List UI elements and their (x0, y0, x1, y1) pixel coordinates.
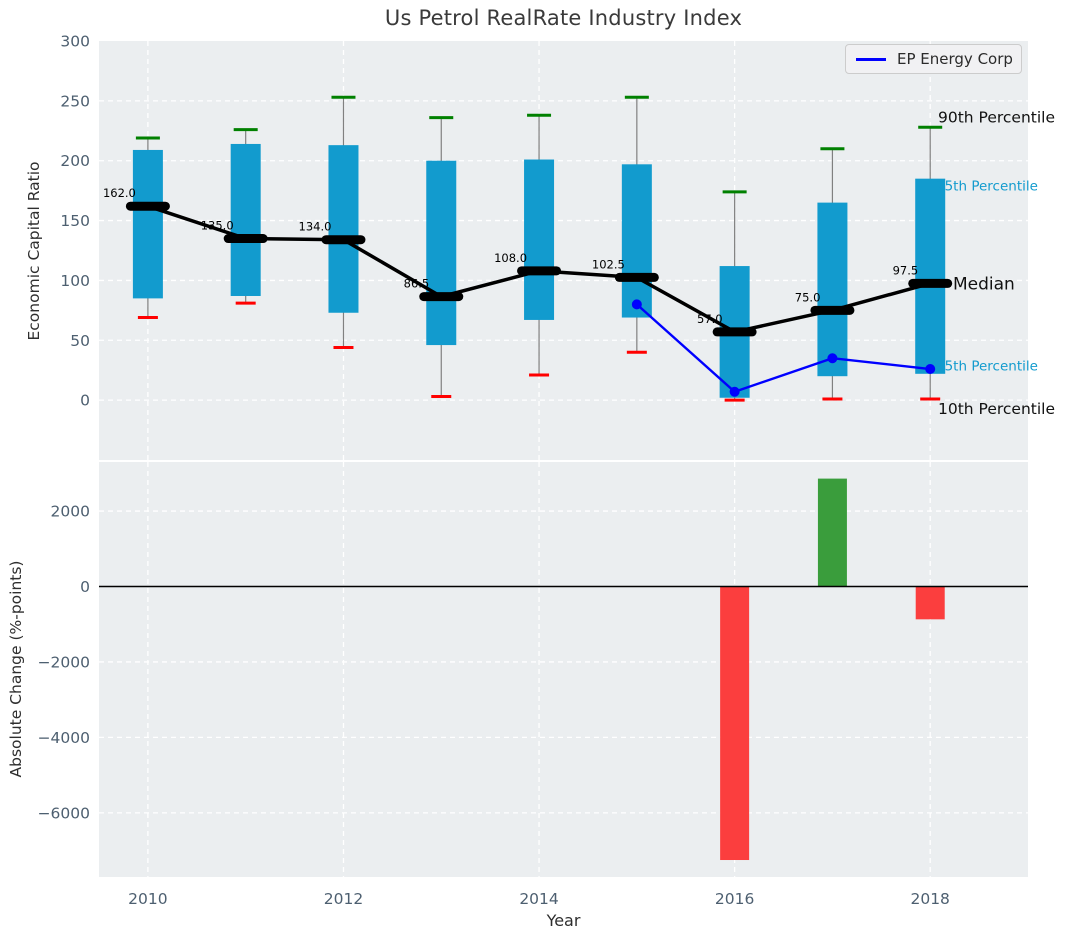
company-point (925, 364, 936, 375)
median-marker (712, 327, 757, 337)
median-marker (321, 235, 366, 245)
company-point (827, 353, 838, 364)
percentile-box (426, 160, 457, 346)
chart-title: Us Petrol RealRate Industry Index (384, 6, 743, 30)
company-point (729, 386, 740, 397)
percentile-box (132, 149, 163, 299)
median-value-label: 135.0 (201, 219, 234, 233)
change-bar-negative (720, 586, 750, 861)
top-y-tick-label: 0 (80, 392, 90, 410)
legend-label: EP Energy Corp (897, 50, 1013, 68)
x-tick-label: 2014 (519, 890, 558, 908)
bottom-y-tick-label: −4000 (38, 729, 90, 747)
company-line (636, 303, 931, 394)
top-y-tick-label: 200 (60, 152, 90, 170)
median-marker (125, 201, 170, 211)
percentile-box (328, 145, 359, 313)
median-marker (614, 272, 659, 282)
percentile-box (817, 202, 848, 377)
median-value-label: 108.0 (494, 251, 527, 265)
change-bar-positive (817, 478, 847, 587)
top-y-tick-label: 250 (60, 92, 90, 110)
median-value-label: 102.5 (592, 257, 625, 271)
top-y-tick-label: 150 (60, 212, 90, 230)
x-tick-label: 2010 (128, 890, 167, 908)
legend-line-swatch (856, 57, 886, 61)
median-value-label: 57.0 (697, 312, 723, 326)
percentile-box (230, 143, 261, 296)
percentile-annotation: 90th Percentile (938, 109, 1055, 127)
bottom-y-tick-label: 2000 (51, 503, 90, 521)
median-value-label: 162.0 (103, 186, 136, 200)
percentile-annotation: 10th Percentile (938, 400, 1055, 418)
x-tick-label: 2018 (910, 890, 949, 908)
percentile-annotation: 75th Percentile (936, 179, 1038, 195)
median-value-label: 75.0 (795, 290, 821, 304)
x-axis-label: Year (546, 911, 581, 930)
bottom-y-tick-label: 0 (80, 578, 90, 596)
median-value-label: 86.5 (404, 277, 430, 291)
company-point (631, 299, 642, 310)
median-marker (517, 266, 562, 276)
x-tick-label: 2012 (324, 890, 363, 908)
median-marker (810, 305, 855, 315)
top-y-tick-label: 100 (60, 272, 90, 290)
percentile-box (524, 159, 555, 320)
median-marker (908, 278, 953, 288)
x-tick-label: 2016 (715, 890, 754, 908)
bottom-y-tick-label: −6000 (38, 804, 90, 822)
median-value-label: 134.0 (299, 220, 332, 234)
percentile-annotation: Median (953, 275, 1015, 295)
median-marker (223, 234, 268, 244)
top-y-tick-label: 300 (60, 33, 90, 51)
percentile-box (915, 178, 946, 374)
median-marker (419, 292, 464, 302)
legend: EP Energy Corp (845, 44, 1022, 74)
top-y-tick-label: 50 (70, 332, 90, 350)
bottom-plot-area (99, 462, 1028, 877)
percentile-box (621, 164, 652, 318)
bottom-y-tick-label: −2000 (38, 653, 90, 671)
percentile-annotation: 25th Percentile (936, 358, 1038, 374)
median-value-label: 97.5 (893, 263, 919, 277)
change-bar-negative (915, 586, 945, 620)
